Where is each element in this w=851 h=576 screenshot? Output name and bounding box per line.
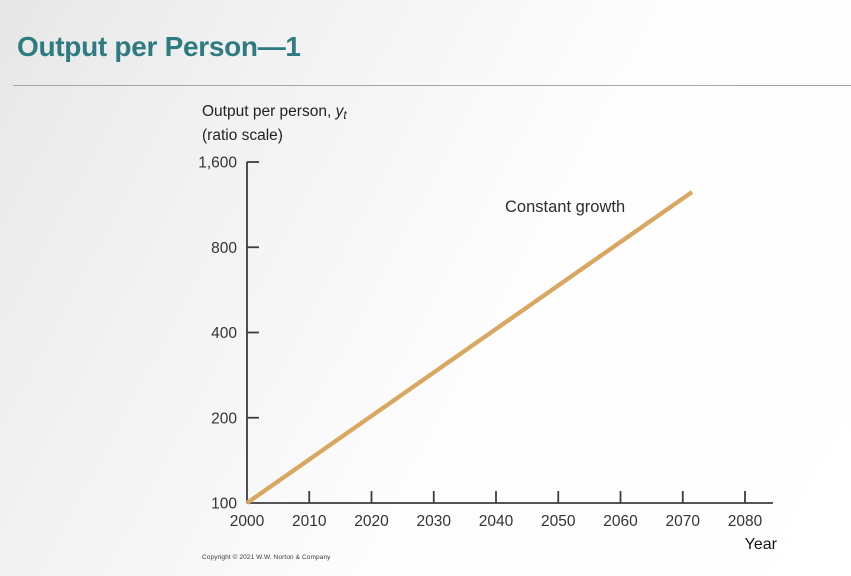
x-tick-label: 2060 — [603, 513, 638, 530]
page-title: Output per Person—1 — [17, 31, 301, 62]
copyright-text: Copyright © 2021 W.W. Norton & Company — [202, 554, 331, 561]
y-axis-title-text: Output per person, — [202, 103, 336, 120]
y-axis-title-line1: Output per person, yt — [202, 102, 347, 126]
y-axis-title: Output per person, yt (ratio scale) — [202, 102, 347, 146]
y-axis-variable-subscript: t — [343, 110, 347, 122]
x-tick-label: 2020 — [354, 513, 389, 530]
y-tick-label: 1,600 — [198, 155, 237, 172]
x-axis-title: Year — [745, 536, 778, 553]
x-tick-label: 2040 — [479, 513, 514, 530]
y-tick-label: 100 — [211, 496, 237, 513]
title-divider — [13, 85, 851, 86]
x-tick-label: 2000 — [230, 513, 265, 530]
x-tick-label: 2010 — [292, 513, 327, 530]
growth-line — [245, 190, 694, 505]
x-tick-label: 2030 — [417, 513, 452, 530]
constant-growth-label: Constant growth — [505, 198, 625, 216]
y-axis-title-line2: (ratio scale) — [202, 127, 283, 144]
y-tick-label: 800 — [211, 240, 237, 257]
y-axis-variable: y — [335, 103, 344, 120]
x-tick-label: 2080 — [728, 513, 763, 530]
x-tick-label: 2050 — [541, 513, 576, 530]
y-tick-label: 200 — [211, 410, 237, 427]
x-tick-label: 2070 — [666, 513, 701, 530]
y-tick-label: 400 — [211, 325, 237, 342]
